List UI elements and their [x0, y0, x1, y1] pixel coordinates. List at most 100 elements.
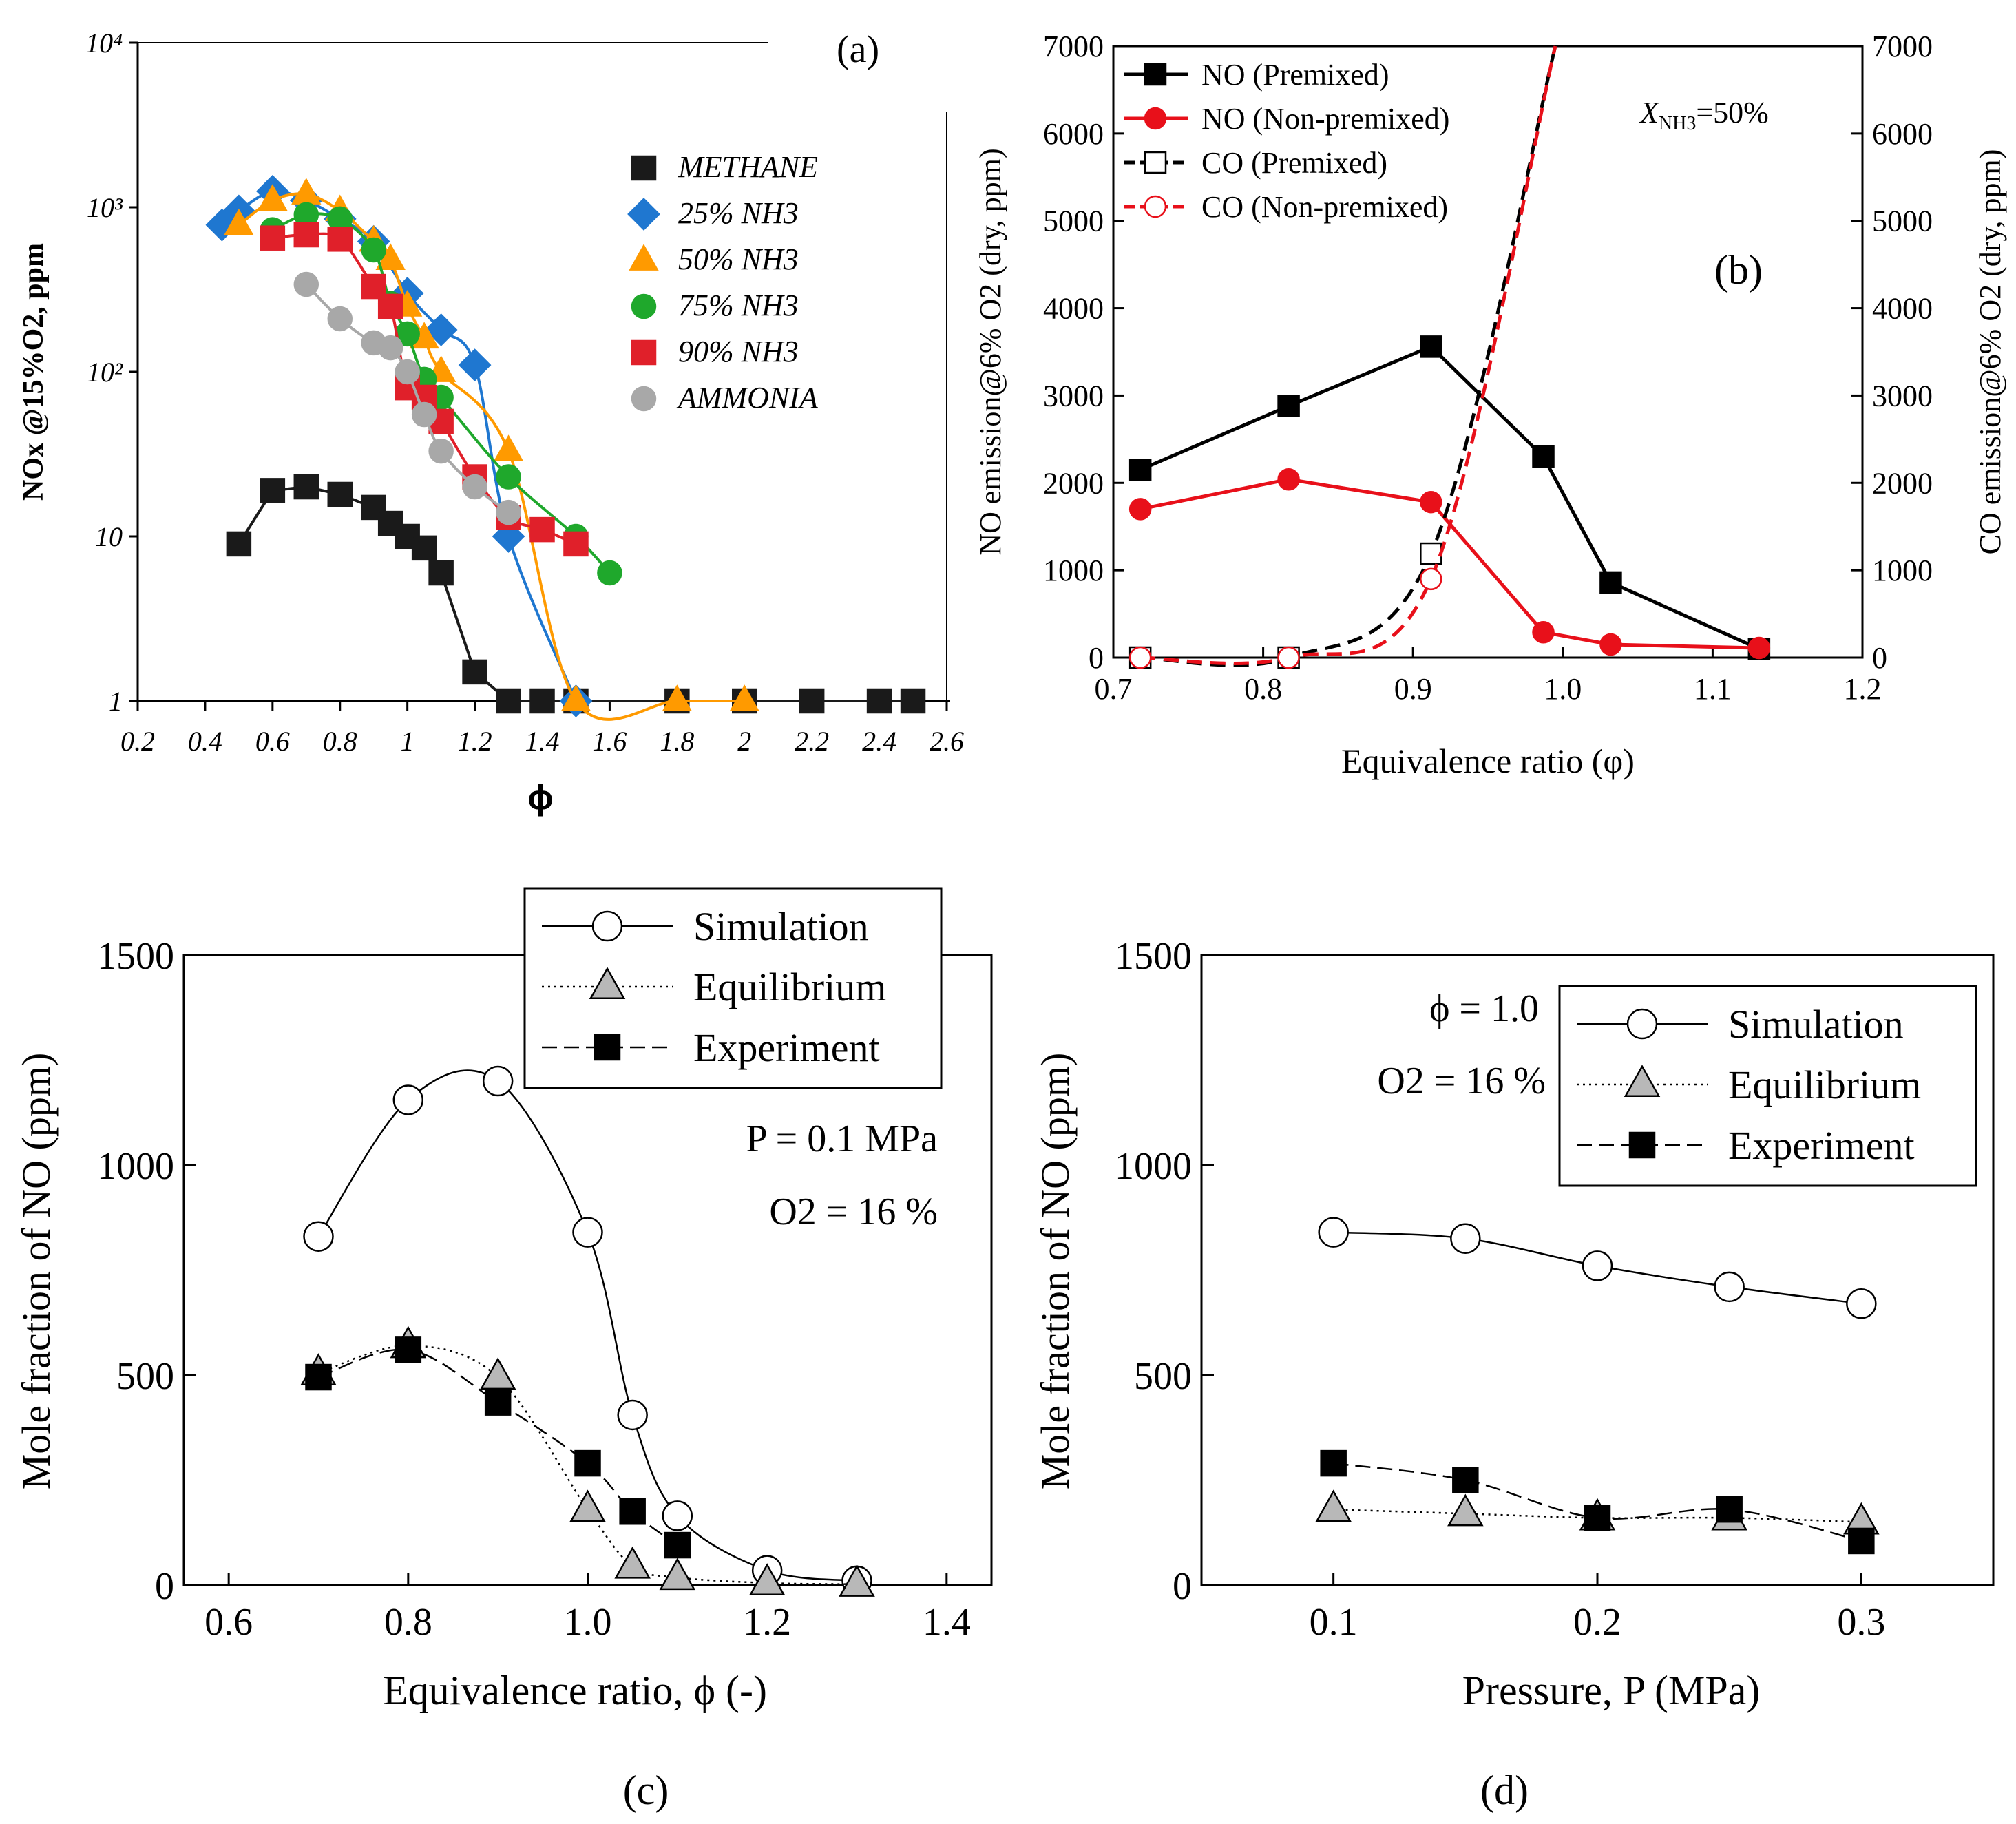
y-tick-label-left: 4000 — [1043, 292, 1104, 326]
x-tick-label: 1.1 — [1694, 672, 1732, 706]
x-tick-label: 0.2 — [120, 726, 155, 757]
data-point — [1714, 1271, 1745, 1303]
data-point — [529, 516, 555, 543]
legend-marker — [1144, 195, 1167, 218]
data-point — [1716, 1496, 1743, 1523]
y-tick-label: 0 — [1173, 1565, 1192, 1608]
data-point — [327, 481, 353, 507]
legend-item-no-non-premixed: NO (Non-premixed) — [1124, 102, 1449, 136]
y-tick-label-right: 1000 — [1872, 554, 1933, 587]
data-point — [458, 348, 492, 381]
data-point — [327, 306, 353, 332]
data-point — [1452, 1467, 1479, 1493]
data-point — [1277, 646, 1300, 669]
y-tick-label-left: 6000 — [1043, 117, 1104, 151]
data-point — [748, 1563, 786, 1595]
data-point — [900, 688, 926, 714]
series-line — [1140, 344, 1760, 651]
data-point — [560, 684, 591, 711]
series-line — [1140, 45, 1557, 667]
data-point — [617, 1399, 648, 1431]
legend-marker — [1624, 1065, 1661, 1098]
legend-item-methane: METHANE — [631, 150, 818, 184]
data-point — [1128, 459, 1152, 481]
data-point — [428, 560, 454, 586]
data-point — [1450, 1223, 1481, 1254]
panel-d-label: (d) — [1480, 1768, 1529, 1813]
data-point — [1582, 1250, 1613, 1281]
data-point — [293, 474, 319, 500]
x-tick-label: 1.2 — [1844, 672, 1882, 706]
panel-b-series — [1128, 45, 1771, 669]
data-point — [224, 208, 254, 235]
data-point — [496, 499, 521, 525]
legend-item-ammonia: AMMONIA — [631, 381, 819, 415]
y-tick-label-left: 0 — [1089, 641, 1104, 675]
x-tick-label: 1.6 — [592, 726, 627, 757]
data-point — [424, 313, 458, 346]
legend-marker — [627, 198, 660, 231]
y-tick-label: 1000 — [97, 1145, 174, 1188]
data-point — [597, 560, 622, 586]
x-tick-label: 2 — [737, 726, 751, 757]
data-point — [1420, 542, 1442, 565]
legend-marker — [631, 386, 657, 412]
series-co-non-premixed — [1128, 45, 1557, 669]
legend-marker — [629, 244, 659, 271]
y-tick-label-right: 4000 — [1872, 292, 1933, 326]
panel-d-y-ticks: 0 500 1000 1500 — [1115, 935, 1214, 1608]
data-point — [484, 1389, 512, 1416]
x-tick-label: 1.2 — [458, 726, 492, 757]
series-simulation — [1318, 1217, 1877, 1319]
y-tick-label-right: 3000 — [1872, 379, 1933, 412]
panel-c-y-ticks: 0 500 1000 1500 — [97, 935, 196, 1608]
x-tick-label: 0.1 — [1310, 1601, 1358, 1644]
legend-label: Experiment — [1728, 1123, 1915, 1168]
series-methane — [226, 474, 926, 714]
data-point — [1848, 1527, 1875, 1555]
y-tick-label-left: 3000 — [1043, 379, 1104, 412]
legend-marker — [631, 293, 657, 319]
data-point — [377, 293, 403, 319]
data-point — [1318, 1217, 1349, 1248]
data-point — [1447, 1493, 1484, 1527]
legend-item-co-premixed: CO (Premixed) — [1124, 146, 1387, 180]
legend-marker — [1626, 1008, 1658, 1040]
x-tick-label: 1.4 — [923, 1601, 971, 1644]
panel-b: 0.7 0.8 0.9 1.0 1.1 1.2 0 0 1000 1000 2000 2000 300… — [974, 30, 2007, 780]
series-line — [318, 1348, 678, 1547]
data-point — [496, 688, 521, 714]
series-line — [238, 485, 914, 702]
data-point — [291, 178, 322, 205]
panel-a: 0.2 0.4 0.6 0.8 1 1.2 1.4 1.6 1.8 2 2.2 2.4 2.6 1101… — [18, 28, 964, 817]
x-tick-label: 0.6 — [204, 1601, 253, 1644]
series-25-nh3 — [205, 174, 593, 717]
legend-item-co-non-premixed: CO (Non-premixed) — [1124, 190, 1448, 224]
legend-label: Simulation — [693, 904, 869, 949]
data-point — [664, 1531, 691, 1559]
data-point — [411, 535, 437, 561]
panel-d-x-label: Pressure, P (MPa) — [1462, 1668, 1761, 1713]
x-tick-label: 0.8 — [323, 726, 357, 757]
legend-marker — [1628, 1131, 1656, 1159]
panel-b-annotation: XNH3=50% — [1639, 96, 1769, 134]
legend-label: 75% NH3 — [678, 289, 799, 322]
x-tick-label: 1.2 — [743, 1601, 791, 1644]
series-no-non-premixed — [1128, 468, 1771, 660]
legend-marker — [1144, 107, 1167, 130]
panel-b-y-ticks: 0 0 1000 1000 2000 2000 3000 3000 4000 4000 5000 50… — [1043, 30, 1933, 675]
legend-label: Equilibrium — [693, 965, 886, 1009]
legend-item-experiment: Experiment — [1577, 1123, 1915, 1168]
y-tick-label-right: 2000 — [1872, 466, 1933, 500]
x-tick-label: 2.2 — [795, 726, 829, 757]
panel-a-x-label: ϕ — [527, 778, 553, 817]
panel-c-x-ticks: 0.6 0.8 1.0 1.2 1.4 — [204, 1573, 971, 1644]
panel-a-legend: METHANE 25% NH3 50% NH3 75% NH3 90% NH3 AMMON… — [627, 150, 819, 415]
y-tick-label: 500 — [1134, 1355, 1192, 1398]
x-tick-label: 0.7 — [1095, 672, 1133, 706]
legend-marker — [631, 155, 657, 181]
panel-b-label: (b) — [1714, 247, 1763, 293]
panel-c-condition-2: O2 = 16 % — [769, 1191, 938, 1233]
panel-a-y-label: NOx @15%O2, ppm — [18, 243, 50, 501]
